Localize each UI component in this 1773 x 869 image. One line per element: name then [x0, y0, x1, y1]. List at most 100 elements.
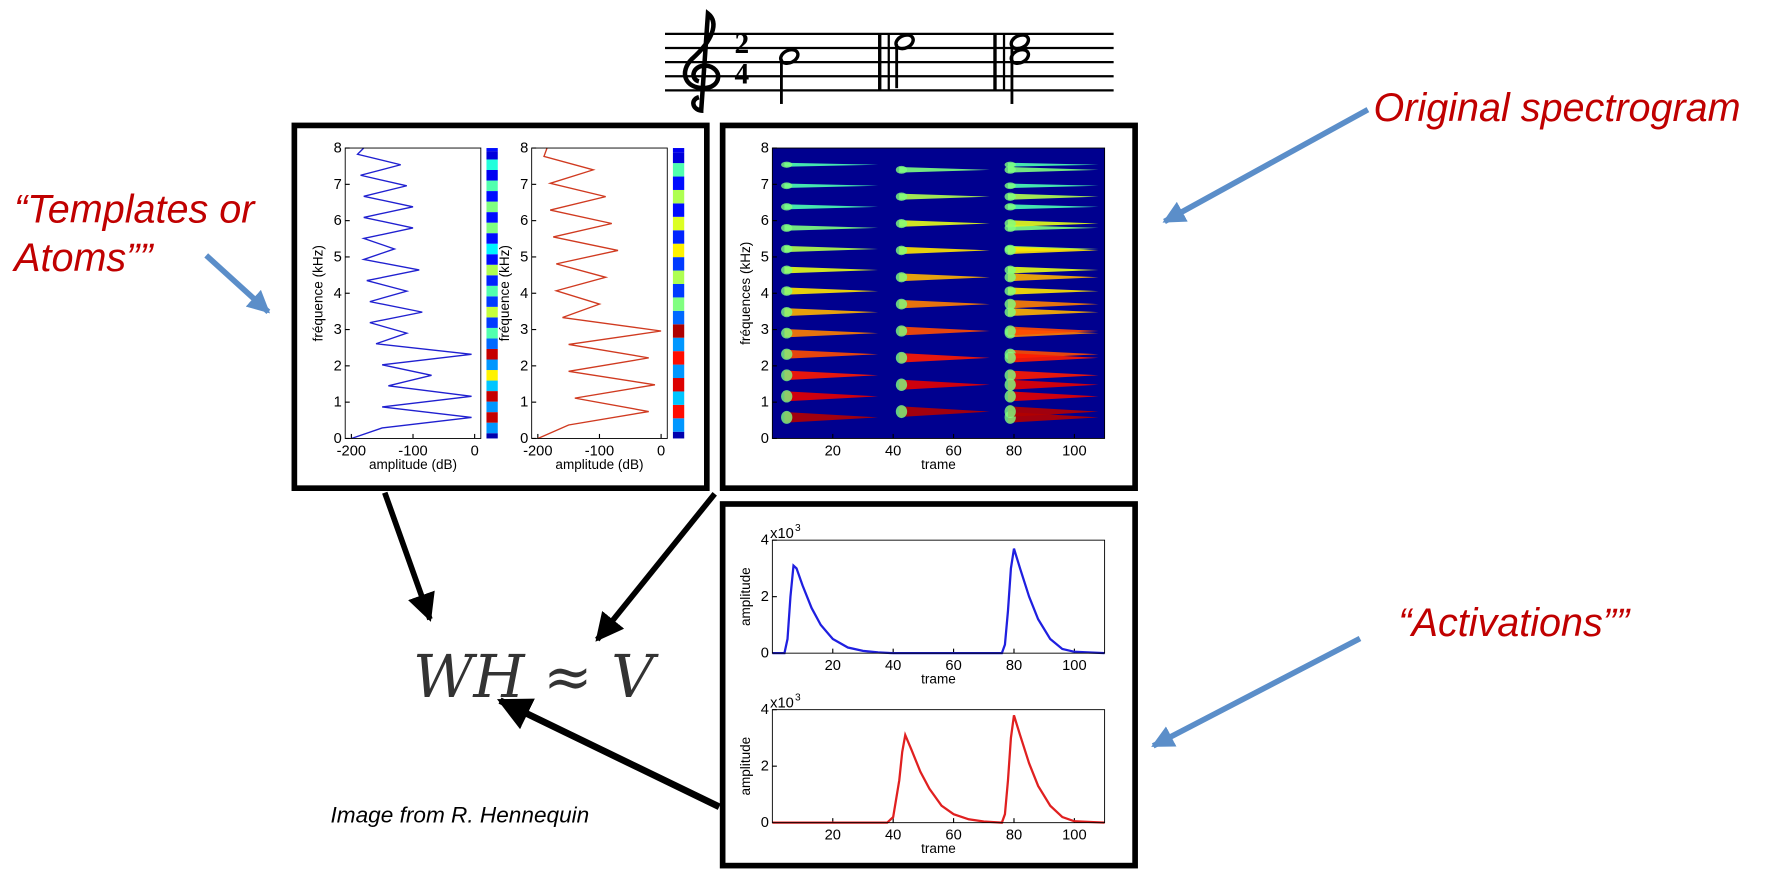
colorbar-cell [486, 180, 498, 192]
onset-blob [781, 244, 793, 254]
x-axis-label: trame [921, 672, 956, 687]
onset-blob [781, 286, 793, 296]
harmonic-streak [1007, 353, 1099, 363]
colorbar-cell [486, 151, 498, 160]
colorbar-cell [486, 380, 498, 392]
harmonic-streak [784, 225, 879, 231]
harmonic-streak [784, 287, 879, 295]
harmonic-streak [784, 370, 879, 381]
colorbar-cell [486, 264, 498, 276]
harmonic-streak [899, 379, 990, 390]
colorbar-cell [672, 257, 685, 271]
colorbar-cell [672, 243, 685, 258]
harmonic-streak [1007, 266, 1099, 274]
y-tick-label: 7 [761, 177, 769, 193]
harmonic-streak [1007, 326, 1099, 336]
template-curve [351, 147, 472, 440]
y-tick-label: 2 [334, 358, 342, 374]
x-tick-label: -200 [337, 443, 366, 459]
colorbar-cell [672, 148, 685, 153]
colorbar-cell [486, 233, 498, 244]
onset-blob [1004, 405, 1016, 419]
harmonic-streak [1007, 370, 1099, 381]
y-tick-label: 8 [761, 141, 769, 157]
y-tick-label: 0 [761, 815, 769, 831]
onset-blob [1004, 245, 1016, 256]
harmonic-streak [784, 328, 879, 338]
colorbar-cell [486, 275, 498, 286]
harmonic-streak [1007, 166, 1099, 173]
harmonic-streak [899, 220, 990, 227]
colorbar-cell [486, 422, 498, 434]
y-tick-label: 4 [761, 702, 769, 718]
plot-area [531, 148, 668, 439]
y-tick-label: 3 [761, 322, 769, 338]
annotation-templates: “Templates or [14, 188, 256, 232]
harmonic-streak [1007, 183, 1099, 189]
colorbar-cell [486, 391, 498, 402]
time-signature-bottom: 4 [735, 59, 750, 91]
x-tick-label: 40 [885, 443, 901, 459]
y-axis-label: fréquences (kHz) [738, 242, 753, 345]
harmonic-streak [1007, 379, 1099, 390]
y-tick-label: 1 [520, 395, 528, 411]
y-tick-label: 5 [520, 249, 528, 265]
y-tick-label: 0 [761, 431, 769, 447]
onset-blob [1004, 307, 1016, 318]
colorbar-cell [672, 351, 685, 365]
y-tick-label: 3 [334, 322, 342, 338]
colorbar-cell [672, 176, 685, 190]
onset-blob [1004, 298, 1016, 310]
y-multiplier: x10 [770, 526, 794, 542]
annotation-original: Original spectrogram [1374, 86, 1741, 130]
colorbar-cell [486, 222, 498, 234]
harmonic-streak [784, 245, 879, 253]
harmonic-streak [784, 412, 879, 423]
y-tick-label: 3 [520, 322, 528, 338]
y-exponent: 3 [795, 693, 801, 704]
colorbar-cell [672, 391, 685, 405]
harmonic-streak [1007, 246, 1099, 255]
x-tick-label: 100 [1062, 828, 1087, 844]
y-tick-label: 4 [761, 533, 769, 549]
colorbar-cell [672, 310, 685, 325]
score [665, 9, 1114, 114]
x-tick-label: 100 [1062, 658, 1087, 674]
onset-blob [895, 351, 908, 364]
x-tick-label: 80 [1006, 658, 1022, 674]
colorbar-cell [486, 191, 498, 202]
plot-frame [771, 147, 1106, 439]
plots: -200 -100 0 0 1 2 3 4 5 6 7 8 amplitude (dB) fréquenc… [311, 141, 1106, 856]
harmonic-streak [899, 326, 990, 336]
y-tick-label: 8 [520, 141, 528, 157]
harmonic-streak [784, 162, 879, 167]
x-tick-label: 60 [945, 828, 961, 844]
y-tick-label: 0 [761, 646, 769, 662]
colorbar-cell [486, 296, 498, 307]
formula: WH ≈ V [413, 642, 659, 711]
colorbar-cell [486, 159, 498, 170]
y-tick-label: 1 [334, 395, 342, 411]
colorbar-cell [672, 324, 685, 338]
onset-blob [781, 348, 793, 360]
colorbar-cell [486, 401, 498, 413]
y-tick-label: 4 [761, 286, 769, 302]
harmonic-streak [1007, 220, 1099, 227]
plot-area [345, 148, 481, 439]
x-axis-label: amplitude (dB) [555, 457, 643, 472]
y-exponent: 3 [795, 523, 801, 534]
x-axis-label: amplitude (dB) [369, 457, 457, 472]
colorbar-cell [486, 254, 498, 265]
colorbar-cell [672, 337, 685, 352]
onset-blob [895, 219, 908, 229]
colorbar-cell [486, 212, 498, 223]
harmonic-streak [1007, 308, 1099, 317]
colorbar-cell [672, 418, 685, 432]
colorbar-cell [486, 201, 498, 213]
harmonic-streak [784, 266, 879, 274]
plot-area [772, 709, 1105, 823]
y-axis-label: fréquence (kHz) [311, 245, 326, 341]
onset-blob [781, 327, 793, 339]
harmonic-streak [899, 273, 990, 282]
